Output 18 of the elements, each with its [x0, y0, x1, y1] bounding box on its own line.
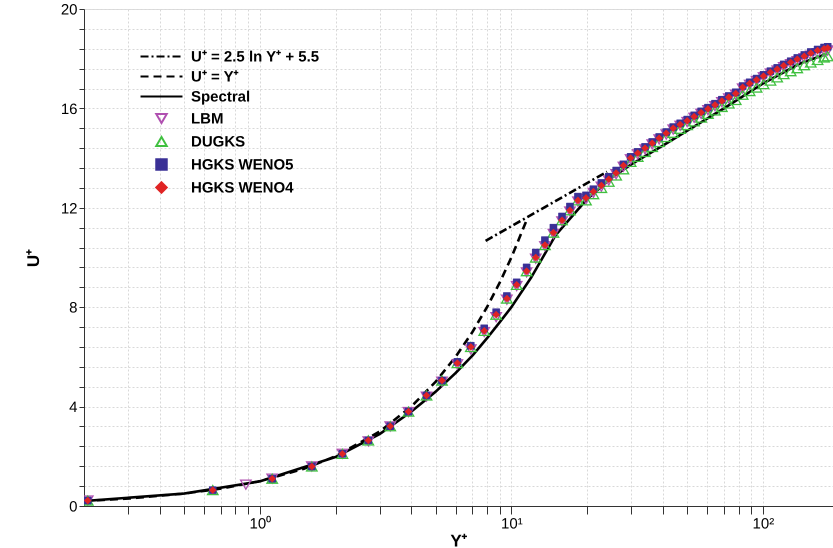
y-axis-title: U⁺ — [24, 248, 43, 268]
x-axis-title: Y⁺ — [450, 532, 468, 548]
y-tick-label: 0 — [69, 498, 78, 516]
legend-label: HGKS WENO4 — [191, 180, 294, 196]
y-tick-label: 20 — [60, 2, 78, 18]
x-tick-label: 10¹ — [501, 516, 523, 532]
y-tick-label: 12 — [60, 200, 78, 218]
legend-label: HGKS WENO5 — [191, 156, 294, 174]
legend-label: Spectral — [191, 88, 250, 106]
legend-label: DUGKS — [191, 134, 246, 150]
y-tick-label: 4 — [69, 399, 78, 416]
y-tick-label: 16 — [60, 100, 78, 118]
x-tick-label: 10⁰ — [249, 516, 272, 532]
y-tick-label: 8 — [69, 300, 78, 317]
legend-label: U⁺ = 2.5 ln Y⁺ + 5.5 — [191, 48, 320, 66]
legend-label: U⁺ = Y⁺ — [191, 68, 239, 86]
legend-label: LBM — [191, 110, 224, 128]
x-tick-label: 10² — [752, 516, 774, 532]
